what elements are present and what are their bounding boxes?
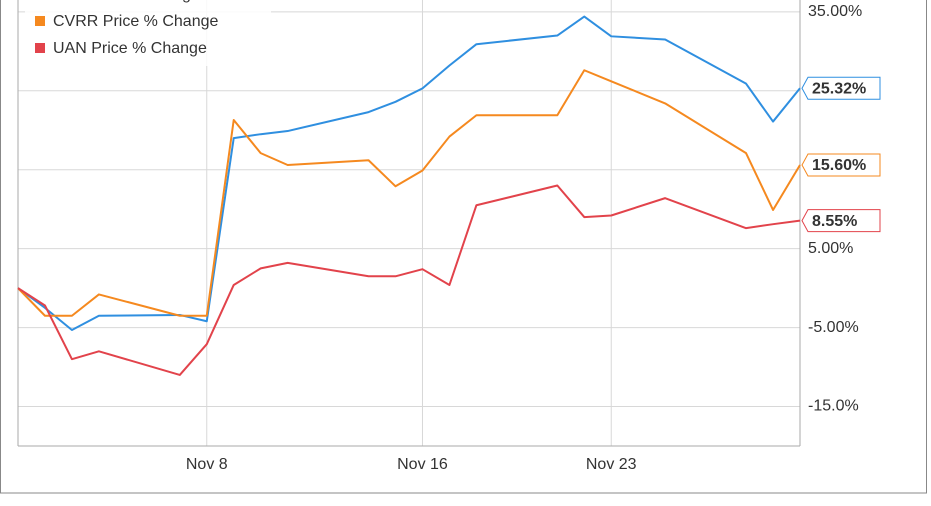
y-tick-label: 35.00% xyxy=(808,3,862,20)
legend-label: CVRR Price % Change xyxy=(53,13,219,30)
legend-swatch xyxy=(35,43,45,53)
y-tick-label: -5.00% xyxy=(808,319,859,336)
line xyxy=(17,184,801,376)
legend-swatch xyxy=(35,16,45,26)
line xyxy=(17,69,801,317)
frame xyxy=(0,0,927,494)
value-label-box xyxy=(801,209,881,233)
value-label: 15.60% xyxy=(812,157,866,174)
y-tick-label: -15.0% xyxy=(808,398,859,415)
line xyxy=(17,15,801,331)
y-tick-label: 5.00% xyxy=(808,240,853,257)
x-tick-label: Nov 8 xyxy=(186,456,228,473)
value-label-box xyxy=(801,153,881,177)
x-tick-label: Nov 23 xyxy=(586,456,637,473)
legend-box xyxy=(25,0,271,66)
legend-label: CVI Price % Change xyxy=(53,0,200,3)
x-tick-label: Nov 16 xyxy=(397,456,448,473)
legend-label: UAN Price % Change xyxy=(53,40,207,57)
value-label: 8.55% xyxy=(812,213,857,230)
value-label: 25.32% xyxy=(812,80,866,97)
value-label-box xyxy=(801,76,881,100)
